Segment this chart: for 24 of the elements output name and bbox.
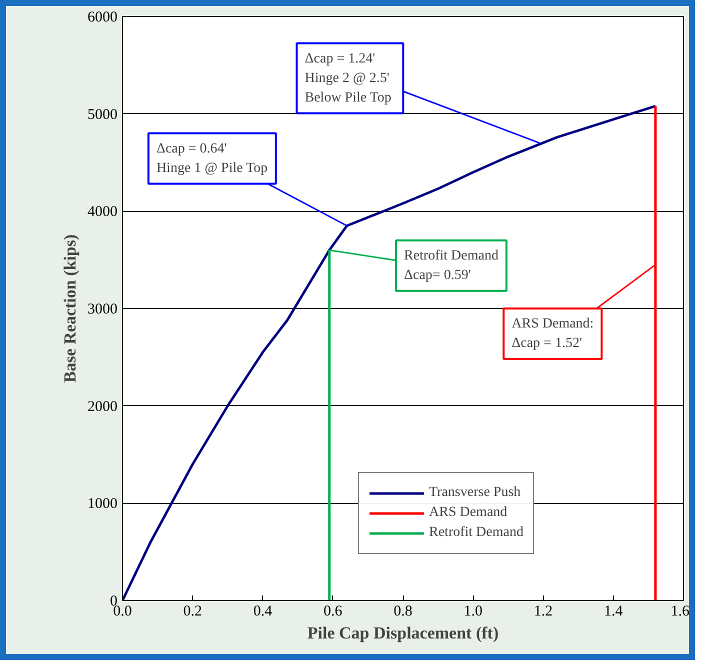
x-tick-label: 0.8 [394,604,412,620]
legend-label: ARS Demand [429,505,508,521]
y-tick-label: 2000 [88,398,118,415]
x-tick-label: 0.4 [253,604,273,620]
legend-label: Transverse Push [429,485,521,501]
y-tick-label: 4000 [88,204,118,220]
annotation: Δcap = 1.24' Hinge 2 @ 2.5' Below Pile Top [304,51,392,106]
line-series [122,104,657,600]
annotation: ARS Demand: Δcap = 1.52' [512,316,594,351]
y-tick-label: 3000 [88,302,118,318]
x-tick-label: 0.2 [183,604,202,620]
legend-label: Retrofit Demand [429,525,524,541]
y-axis-title: Base Reaction (kips) [60,234,80,383]
annotation: Δcap = 0.64' Hinge 1 @ Pile Top [156,141,268,176]
annotation: Retrofit Demand Δcap= 0.59' [404,248,498,283]
y-tick-label: 6000 [88,10,118,26]
y-tick-label: 5000 [88,106,118,123]
x-tick-label: 1.4 [604,604,624,620]
y-tick-label: 1000 [88,496,118,512]
x-tick-label: 1.6 [670,604,690,620]
x-axis-title: Pile Cap Displacement (ft) [307,624,499,642]
x-tick-label: 0.6 [324,604,343,620]
x-tick-label: 1.0 [464,604,482,620]
x-tick-label: 1.2 [534,604,553,620]
